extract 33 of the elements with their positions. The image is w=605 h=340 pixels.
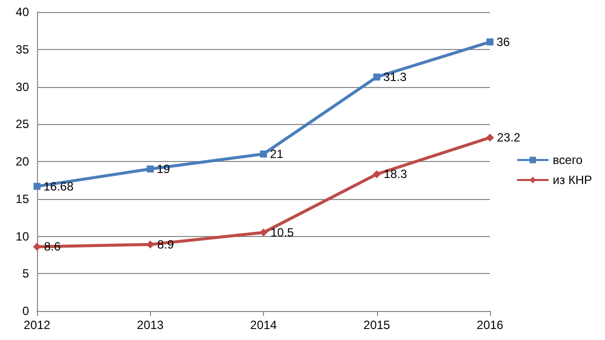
legend-label: всего (552, 153, 583, 167)
y-tick-label: 10 (16, 229, 30, 244)
y-tick-label: 35 (16, 42, 30, 56)
x-tick-label: 2014 (250, 318, 278, 332)
point (146, 165, 154, 172)
point (260, 150, 267, 158)
x-tick-label: 2016 (476, 318, 504, 332)
data-label: 23.2 (497, 130, 521, 145)
point (372, 170, 381, 178)
y-tick-label: 25 (16, 117, 30, 132)
x-tick-label: 2015 (363, 318, 390, 332)
data-label: 18.3 (384, 167, 408, 182)
y-tick-label: 5 (22, 266, 30, 281)
x-tick-label: 2013 (136, 318, 164, 332)
y-tick-label: 30 (16, 80, 30, 94)
point (33, 242, 41, 251)
data-label: 36 (496, 34, 510, 49)
point (260, 228, 268, 237)
data-label: 31.3 (383, 70, 407, 84)
data-label: 10.5 (270, 226, 294, 240)
y-tick-label: 40 (16, 5, 30, 19)
point (486, 134, 494, 142)
y-tick-label: 15 (16, 192, 30, 206)
point (146, 240, 154, 248)
y-tick-label: 0 (22, 304, 30, 318)
point (373, 74, 380, 81)
data-label: 8.6 (44, 240, 62, 254)
y-tick-label: 20 (16, 154, 30, 168)
legend-label: из КНР (552, 173, 592, 187)
data-label: 21 (270, 147, 284, 162)
point (34, 182, 40, 190)
point (486, 38, 494, 46)
x-tick-label: 2012 (24, 318, 51, 332)
